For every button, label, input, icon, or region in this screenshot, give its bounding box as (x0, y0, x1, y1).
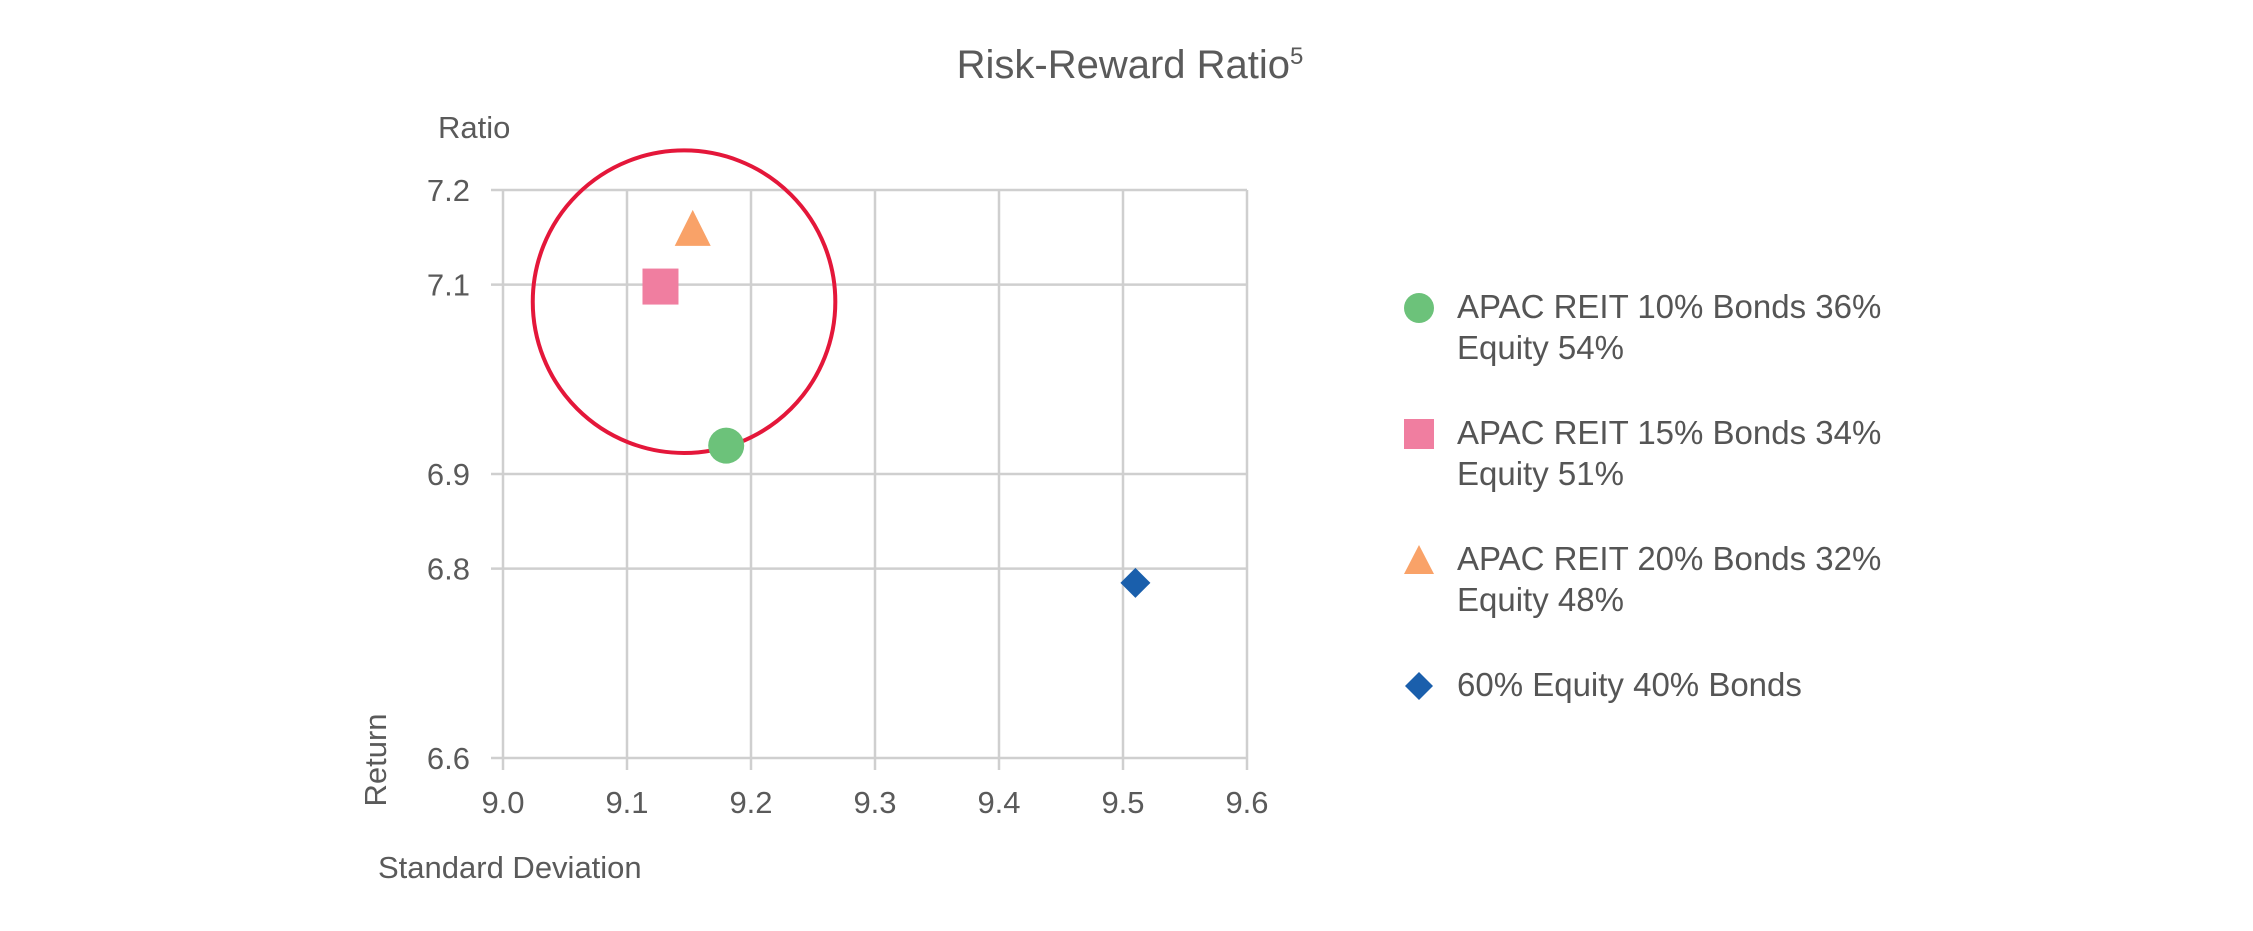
legend-label-line1: APAC REIT 20% Bonds 32% (1457, 540, 1882, 577)
legend-marker-diamond (1405, 672, 1433, 700)
data-point-square (642, 268, 679, 305)
x-tick-label: 9.4 (977, 785, 1020, 820)
data-points (642, 209, 1151, 598)
legend-item-apac-reit-20: APAC REIT 20% Bonds 32% Equity 48% (1395, 538, 1955, 620)
y-axis-label: Return (358, 713, 393, 806)
triangle-marker-icon (1404, 545, 1434, 574)
highlight-circle (530, 148, 838, 455)
y-tick-label: 6.8 (427, 552, 470, 587)
x-tick-label: 9.6 (1225, 785, 1268, 820)
x-tick-label: 9.3 (853, 785, 896, 820)
square-marker-icon (1404, 419, 1434, 449)
legend-label-line2: Equity 54% (1457, 329, 1624, 366)
legend-marker-circle (1404, 293, 1434, 323)
chart-title-superscript: 5 (1290, 43, 1303, 70)
legend-item-apac-reit-15: APAC REIT 15% Bonds 34% Equity 51% (1395, 412, 1955, 494)
legend-label-line1: 60% Equity 40% Bonds (1457, 666, 1802, 703)
data-point-triangle (674, 209, 711, 246)
y-tick-label: 6.9 (427, 457, 470, 492)
x-tick-label: 9.1 (605, 785, 648, 820)
x-tick-labels: 9.0 9.1 9.2 9.3 9.4 9.5 9.6 (481, 785, 1268, 820)
y-tick-label: 7.1 (427, 268, 470, 303)
legend-item-60-equity-40-bonds: 60% Equity 40% Bonds (1395, 664, 1955, 705)
legend-label-line1: APAC REIT 15% Bonds 34% (1457, 414, 1882, 451)
y-tick-labels: 7.2 7.1 6.9 6.8 6.6 (427, 173, 470, 776)
y-tick-label: 6.6 (427, 741, 470, 776)
legend-marker-square (1404, 419, 1434, 449)
legend-item-apac-reit-10: APAC REIT 10% Bonds 36% Equity 54% (1395, 286, 1955, 368)
legend: APAC REIT 10% Bonds 36% Equity 54% APAC … (1395, 286, 1955, 749)
data-point-circle (708, 427, 745, 464)
circle-marker-icon (1404, 293, 1434, 323)
x-tick-label: 9.0 (481, 785, 524, 820)
x-tick-label: 9.5 (1101, 785, 1144, 820)
legend-label-line2: Equity 48% (1457, 581, 1624, 618)
y-tick-label: 7.2 (427, 173, 470, 208)
x-axis-label: Standard Deviation (378, 850, 642, 885)
legend-marker-triangle (1404, 545, 1434, 574)
data-point-diamond (1120, 567, 1151, 598)
legend-label-line1: APAC REIT 10% Bonds 36% (1457, 288, 1882, 325)
grid-lines (491, 188, 1249, 770)
y-axis-top-label: Ratio (438, 110, 510, 145)
chart-title: Risk-Reward Ratio5 (957, 43, 1304, 87)
legend-label-line2: Equity 51% (1457, 455, 1624, 492)
diamond-marker-icon (1405, 672, 1433, 700)
x-tick-label: 9.2 (729, 785, 772, 820)
annotations (530, 148, 838, 455)
